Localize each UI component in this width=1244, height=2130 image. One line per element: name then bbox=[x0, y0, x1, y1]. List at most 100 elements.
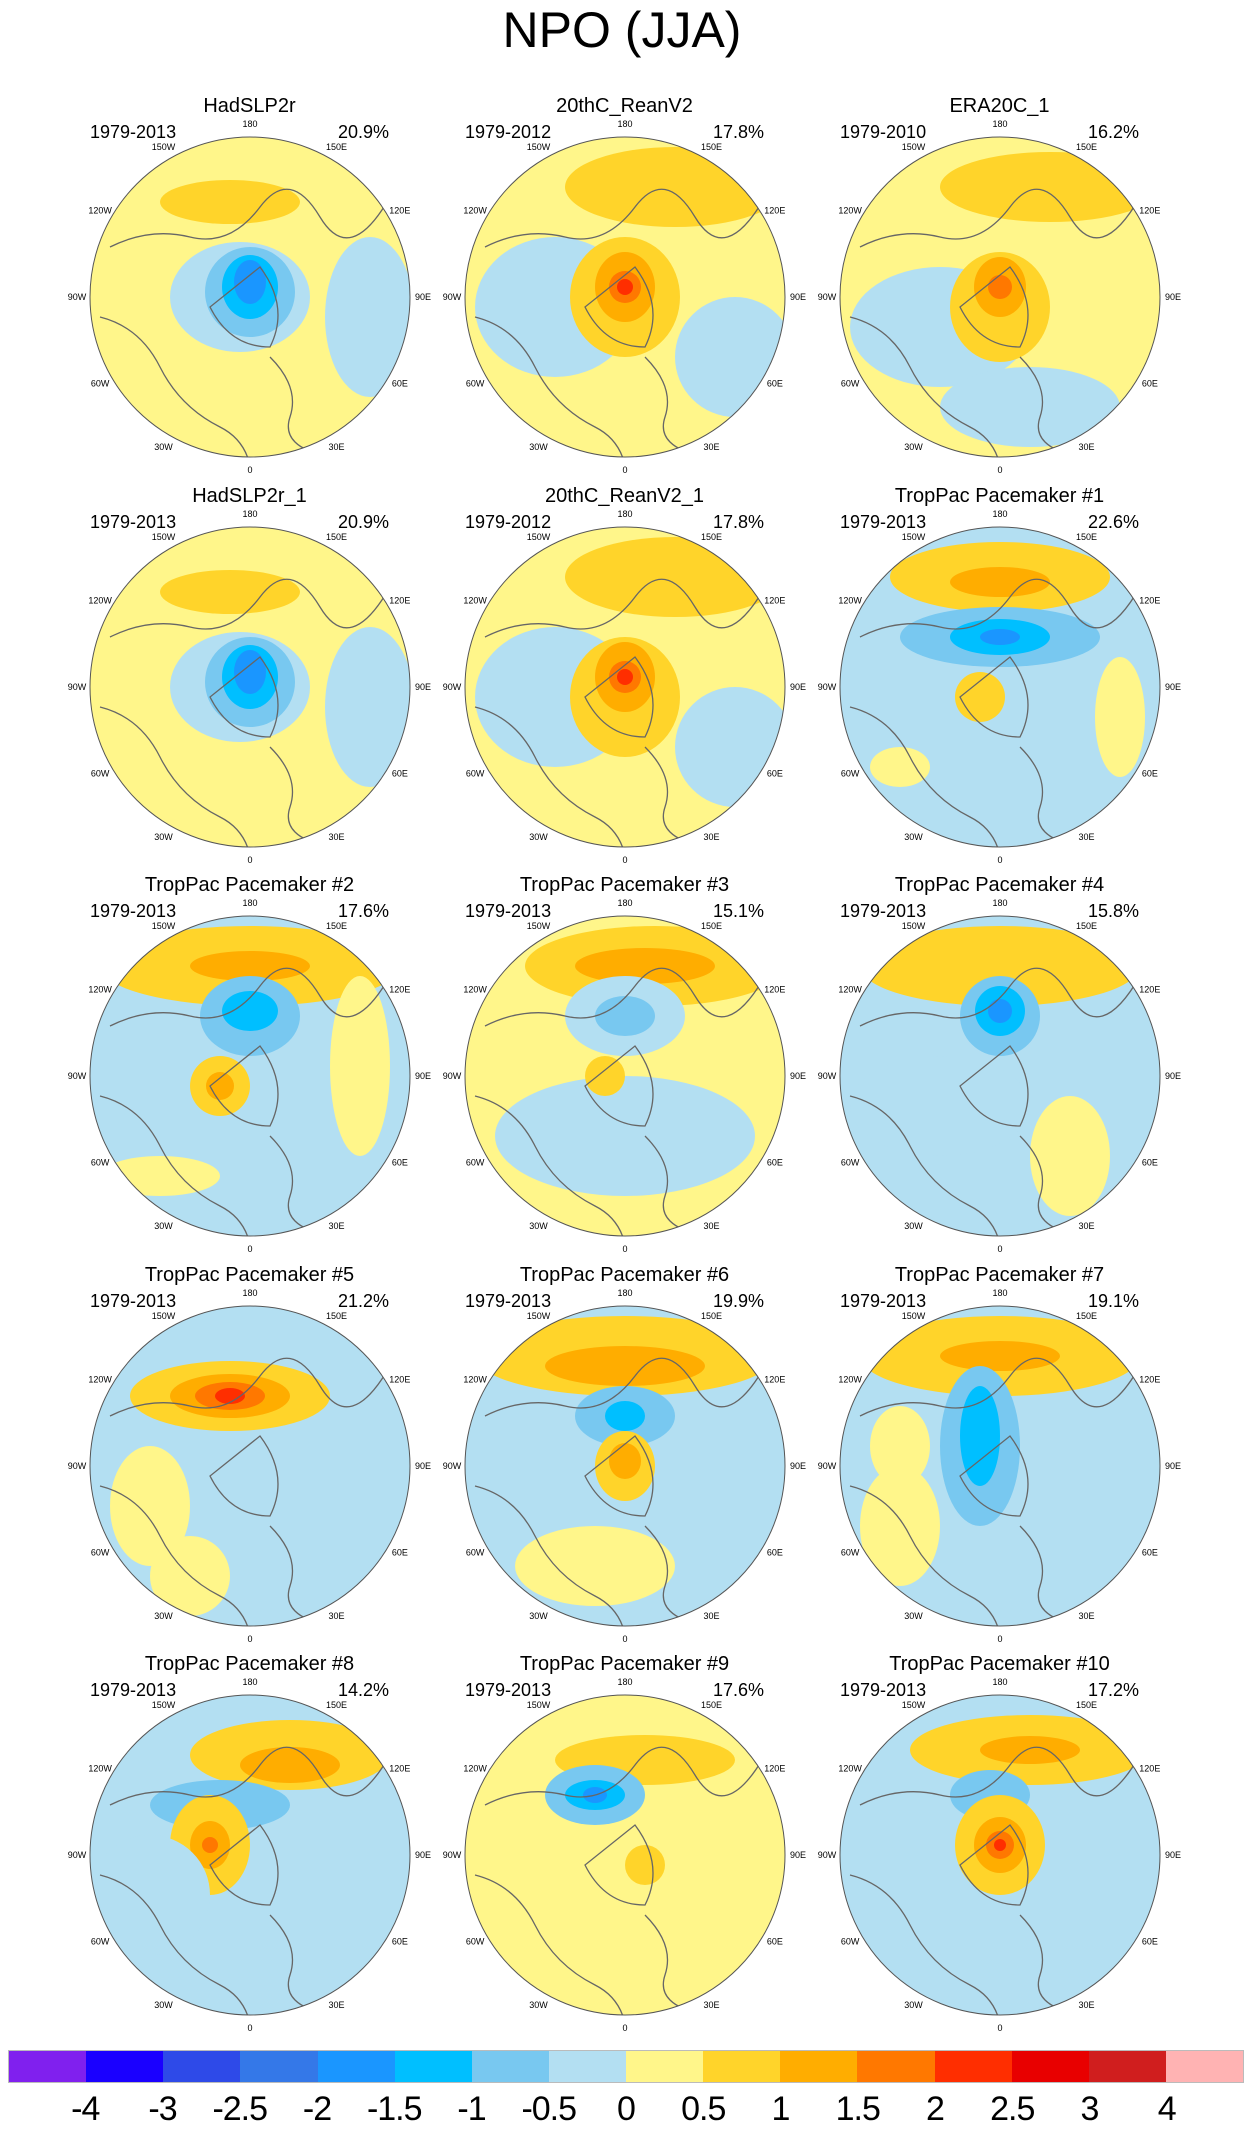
longitude-label: 0 bbox=[997, 855, 1002, 865]
longitude-label: 120E bbox=[764, 1375, 785, 1385]
longitude-label: 90W bbox=[443, 682, 462, 692]
longitude-label: 30E bbox=[1078, 1611, 1094, 1621]
map-border bbox=[464, 136, 786, 458]
longitude-label: 120W bbox=[838, 596, 862, 606]
map-border bbox=[89, 915, 411, 1237]
colorbar-tick-label: -1.5 bbox=[366, 2090, 423, 2128]
coastline bbox=[99, 167, 410, 457]
longitude-label: 120E bbox=[764, 985, 785, 995]
longitude-label: 90W bbox=[68, 1071, 87, 1081]
panel-variance-percent: 17.6% bbox=[712, 1680, 764, 1700]
longitude-label: 60E bbox=[767, 379, 783, 389]
map-panel: 180 150E 120E 90E 60E 30E 0 30W 60W 90W 120W 150W Tr… bbox=[812, 874, 1187, 1264]
longitude-label: 30E bbox=[1078, 1221, 1094, 1231]
longitude-label: 30W bbox=[529, 1611, 548, 1621]
colorbar-swatch bbox=[317, 2051, 395, 2082]
panel-period: 1979-2013 bbox=[90, 1291, 177, 1311]
longitude-label: 30E bbox=[703, 1611, 719, 1621]
map-panel: 180 150E 120E 90E 60E 30E 0 30W 60W 90W 120W 150W Tr… bbox=[812, 485, 1187, 875]
longitude-label: 150W bbox=[152, 532, 176, 542]
anomaly-contour bbox=[1030, 1096, 1110, 1216]
longitude-label: 150E bbox=[326, 1311, 347, 1321]
longitude-label: 150W bbox=[902, 1311, 926, 1321]
longitude-label: 180 bbox=[992, 509, 1007, 519]
panel-title: TropPac Pacemaker #7 bbox=[894, 1264, 1105, 1286]
panel-variance-percent: 19.1% bbox=[1087, 1291, 1139, 1311]
colorbar-tick-label: 0.5 bbox=[681, 2090, 726, 2128]
anomaly-contour bbox=[515, 1526, 675, 1606]
longitude-label: 90E bbox=[1165, 1071, 1181, 1081]
panel-variance-percent: 20.9% bbox=[337, 122, 389, 142]
longitude-label: 180 bbox=[617, 1677, 632, 1687]
colorbar-swatch bbox=[86, 2051, 164, 2082]
longitude-label: 0 bbox=[997, 465, 1002, 475]
longitude-label: 90W bbox=[443, 1850, 462, 1860]
anomaly-contour bbox=[160, 180, 300, 224]
map-panel: 180 150E 120E 90E 60E 30E 0 30W 60W 90W 120W 150W 20… bbox=[437, 485, 812, 875]
longitude-label: 150E bbox=[701, 1700, 722, 1710]
longitude-label: 150E bbox=[701, 921, 722, 931]
map-panel: 180 150E 120E 90E 60E 30E 0 30W 60W 90W 120W 150W Tr… bbox=[62, 1264, 437, 1654]
colorbar-tick-label: 2.5 bbox=[990, 2090, 1035, 2128]
polar-map: 180 150E 120E 90E 60E 30E 0 30W 60W 90W 120W 150W bbox=[68, 509, 431, 865]
longitude-label: 60E bbox=[392, 1548, 408, 1558]
longitude-label: 150W bbox=[527, 532, 551, 542]
longitude-label: 180 bbox=[992, 1677, 1007, 1687]
anomaly-contour bbox=[625, 1845, 665, 1885]
longitude-label: 90E bbox=[1165, 292, 1181, 302]
longitude-label: 0 bbox=[622, 2023, 627, 2033]
anomaly-contour bbox=[325, 627, 410, 787]
panel-period: 1979-2013 bbox=[90, 901, 177, 921]
panel-period: 1979-2013 bbox=[840, 901, 927, 921]
colorbar-tick-label: 2 bbox=[926, 2090, 945, 2128]
longitude-label: 150W bbox=[902, 142, 926, 152]
map-border bbox=[839, 136, 1161, 458]
panel-period: 1979-2013 bbox=[840, 1680, 927, 1700]
longitude-label: 120W bbox=[838, 985, 862, 995]
polar-map: 180 150E 120E 90E 60E 30E 0 30W 60W 90W 120W 150W bbox=[68, 119, 431, 475]
longitude-label: 30E bbox=[703, 832, 719, 842]
longitude-label: 90E bbox=[790, 682, 806, 692]
longitude-label: 60W bbox=[91, 769, 110, 779]
longitude-label: 30W bbox=[904, 1221, 923, 1231]
longitude-label: 90E bbox=[415, 1461, 431, 1471]
colorbar-tick-label: -2.5 bbox=[212, 2090, 268, 2128]
coastline bbox=[99, 1336, 410, 1626]
longitude-label: 120E bbox=[389, 596, 410, 606]
panel-period: 1979-2013 bbox=[90, 512, 177, 532]
longitude-label: 120W bbox=[463, 596, 487, 606]
panel-title: TropPac Pacemaker #3 bbox=[519, 874, 730, 896]
anomaly-contour bbox=[940, 1341, 1060, 1371]
colorbar-swatch bbox=[9, 2051, 87, 2082]
panel-variance-percent: 14.2% bbox=[337, 1680, 389, 1700]
panel-title: TropPac Pacemaker #6 bbox=[519, 1264, 730, 1286]
colorbar-swatch bbox=[626, 2051, 704, 2082]
map-panel: 180 150E 120E 90E 60E 30E 0 30W 60W 90W 120W 150W ER… bbox=[812, 95, 1187, 485]
longitude-label: 120W bbox=[463, 206, 487, 216]
longitude-label: 90W bbox=[818, 1850, 837, 1860]
anomaly-contour bbox=[950, 567, 1050, 597]
longitude-label: 60W bbox=[91, 1158, 110, 1168]
map-panel: 180 150E 120E 90E 60E 30E 0 30W 60W 90W 120W 150W Ha… bbox=[62, 485, 437, 875]
map-panel: 180 150E 120E 90E 60E 30E 0 30W 60W 90W 120W 150W Tr… bbox=[437, 874, 812, 1264]
anomaly-contour bbox=[585, 1056, 625, 1096]
colorbar-tick-label: -1 bbox=[457, 2090, 486, 2128]
panel-title: TropPac Pacemaker #10 bbox=[889, 1653, 1110, 1675]
longitude-label: 150W bbox=[152, 1311, 176, 1321]
map-panel: 180 150E 120E 90E 60E 30E 0 30W 60W 90W 120W 150W Tr… bbox=[812, 1653, 1187, 2043]
map-border bbox=[464, 915, 786, 1237]
anomaly-contour bbox=[222, 991, 278, 1031]
longitude-label: 60E bbox=[767, 1937, 783, 1947]
coastline bbox=[849, 946, 1160, 1236]
panel-period: 1979-2010 bbox=[840, 122, 927, 142]
longitude-label: 30W bbox=[154, 1611, 173, 1621]
anomaly-contour bbox=[495, 1076, 755, 1196]
longitude-label: 90E bbox=[790, 1071, 806, 1081]
longitude-label: 60W bbox=[466, 769, 485, 779]
colorbar-tick-label: -0.5 bbox=[521, 2090, 577, 2128]
anomaly-contour bbox=[605, 1401, 645, 1431]
colorbar-tick-label: 4 bbox=[1157, 2090, 1177, 2128]
longitude-label: 90E bbox=[415, 682, 431, 692]
panel-title: TropPac Pacemaker #5 bbox=[144, 1264, 355, 1286]
longitude-label: 150E bbox=[1076, 1700, 1097, 1710]
